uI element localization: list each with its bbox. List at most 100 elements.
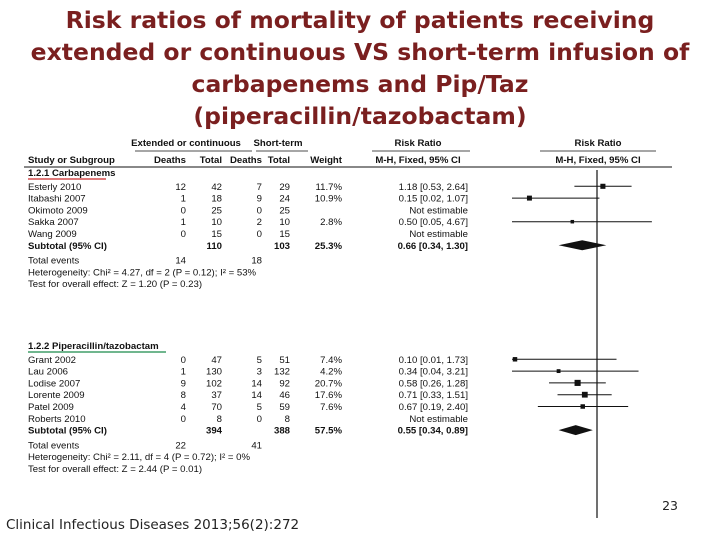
study-rr-ci: Not estimable [409,229,468,240]
study-point [556,369,561,374]
study-name: Lau 2006 [28,367,68,378]
study-rr-ci: Not estimable [409,414,468,425]
study-name: Grant 2002 [28,355,76,366]
study-total-extended: 42 [211,182,222,193]
header-risk-ratio: Risk Ratio [395,138,442,149]
col-deaths-extended: Deaths [154,155,186,166]
study-point [512,357,518,362]
title-line-4: (piperacillin/tazobactam) [193,102,527,130]
study-total-short: 29 [279,182,290,193]
study-total-extended: 10 [211,217,222,228]
study-name: Wang 2009 [28,229,77,240]
header-extended: Extended or continuous [131,138,241,149]
study-name: Patel 2009 [28,402,74,413]
study-total-short: 46 [279,390,290,401]
study-total-short: 51 [279,355,290,366]
study-point [581,391,588,398]
study-deaths-extended: 4 [181,402,187,413]
study-name: Roberts 2010 [28,414,86,425]
study-rr-ci: 0.15 [0.02, 1.07] [399,194,468,205]
total-events-extended: 14 [175,256,186,267]
study-point [574,379,581,386]
subtotal-total-extended: 394 [206,426,223,437]
col-study: Study or Subgroup [28,155,115,166]
study-deaths-short: 14 [251,390,262,401]
study-weight: 7.6% [320,402,342,413]
study-weight: 2.8% [320,217,342,228]
page-number: 23 [662,498,678,513]
study-point [526,195,532,201]
study-name: Itabashi 2007 [28,194,86,205]
title-line-2: extended or continuous VS short-term inf… [30,38,690,66]
study-total-extended: 47 [211,355,222,366]
study-weight: 17.6% [315,390,343,401]
header-risk-ratio-plot: Risk Ratio [575,138,622,149]
study-deaths-short: 14 [251,378,262,389]
study-total-short: 92 [279,378,290,389]
study-total-extended: 130 [206,367,222,378]
study-rr-ci: Not estimable [409,205,468,216]
col-total-extended: Total [200,155,222,166]
header-short-term: Short-term [253,138,302,149]
subtotal-weight: 57.5% [315,426,343,437]
study-deaths-short: 7 [257,182,262,193]
total-events-extended: 22 [175,440,186,451]
study-point [600,183,606,189]
title-line-3: carbapenems and Pip/Taz [191,70,529,98]
study-deaths-extended: 1 [181,367,186,378]
study-total-extended: 25 [211,205,222,216]
subtotal-diamond [558,240,607,251]
study-deaths-extended: 0 [181,229,186,240]
study-total-short: 59 [279,402,290,413]
study-rr-ci: 0.50 [0.05, 4.67] [399,217,468,228]
subtotal-total-extended: 110 [207,241,222,252]
study-name: Lorente 2009 [28,390,85,401]
study-total-short: 8 [285,414,290,425]
study-total-short: 24 [279,194,290,205]
study-rr-ci: 0.71 [0.33, 1.51] [399,390,468,401]
total-events-label: Total events [28,440,79,451]
study-deaths-extended: 12 [175,182,186,193]
subtotal-label: Subtotal (95% CI) [28,241,107,252]
study-total-short: 25 [279,205,290,216]
col-rr-plot-method: M-H, Fixed, 95% CI [555,155,641,166]
study-total-short: 10 [279,217,290,228]
subtotal-rr-ci: 0.66 [0.34, 1.30] [398,241,468,252]
overall-effect-text: Test for overall effect: Z = 2.44 (P = 0… [28,464,202,475]
subtotal-diamond [558,425,593,436]
study-deaths-short: 3 [257,367,262,378]
study-deaths-short: 0 [257,414,262,425]
subtotal-rr-ci: 0.55 [0.34, 0.89] [398,426,468,437]
study-rr-ci: 0.34 [0.04, 3.21] [399,367,468,378]
overall-effect-text: Test for overall effect: Z = 1.20 (P = 0… [28,279,202,290]
study-total-extended: 15 [211,229,222,240]
study-point [570,219,575,224]
study-deaths-extended: 0 [181,355,186,366]
study-weight: 10.9% [315,194,343,205]
study-deaths-extended: 1 [181,194,186,205]
study-weight: 20.7% [315,378,343,389]
study-rr-ci: 1.18 [0.53, 2.64] [399,182,468,193]
group-label: 1.2.1 Carbapenems [28,168,115,179]
study-deaths-extended: 1 [181,217,186,228]
total-events-short: 41 [251,440,262,451]
heterogeneity-text: Heterogeneity: Chi² = 2.11, df = 4 (P = … [28,452,250,463]
study-deaths-extended: 9 [181,378,186,389]
citation: Clinical Infectious Diseases 2013;56(2):… [6,517,300,533]
slide-title: Risk ratios of mortality of patients rec… [0,4,720,132]
col-weight: Weight [310,155,343,166]
col-total-short: Total [268,155,290,166]
subtotal-weight: 25.3% [315,241,343,252]
title-line-1: Risk ratios of mortality of patients rec… [65,6,655,34]
study-deaths-short: 5 [257,355,262,366]
study-deaths-extended: 0 [181,205,186,216]
study-total-extended: 18 [211,194,222,205]
study-name: Okimoto 2009 [28,205,88,216]
study-weight: 11.7% [316,182,343,193]
study-deaths-short: 0 [257,229,262,240]
study-name: Esterly 2010 [28,182,81,193]
subtotal-total-short: 388 [274,426,291,437]
study-weight: 4.2% [320,367,342,378]
study-deaths-extended: 8 [181,390,186,401]
